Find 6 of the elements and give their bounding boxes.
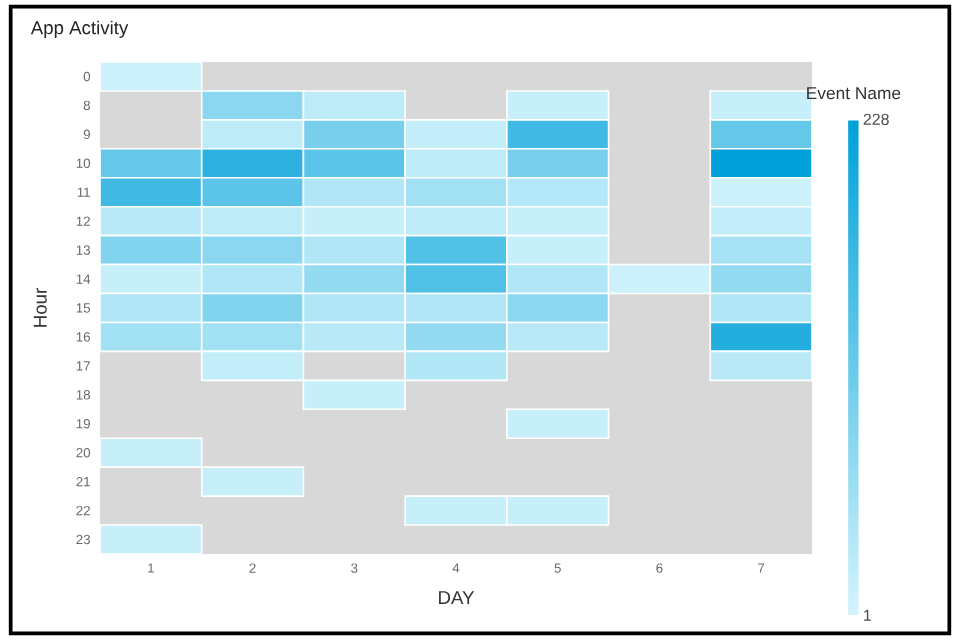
chart-title: App Activity: [30, 20, 129, 39]
x-axis-title: DAY: [439, 591, 475, 604]
color-bar-label: 1: [864, 609, 871, 621]
color-bar-label: 228: [863, 113, 889, 125]
y-axis-title: Hour: [33, 288, 47, 327]
color-bar-title: Event Name: [807, 87, 901, 100]
